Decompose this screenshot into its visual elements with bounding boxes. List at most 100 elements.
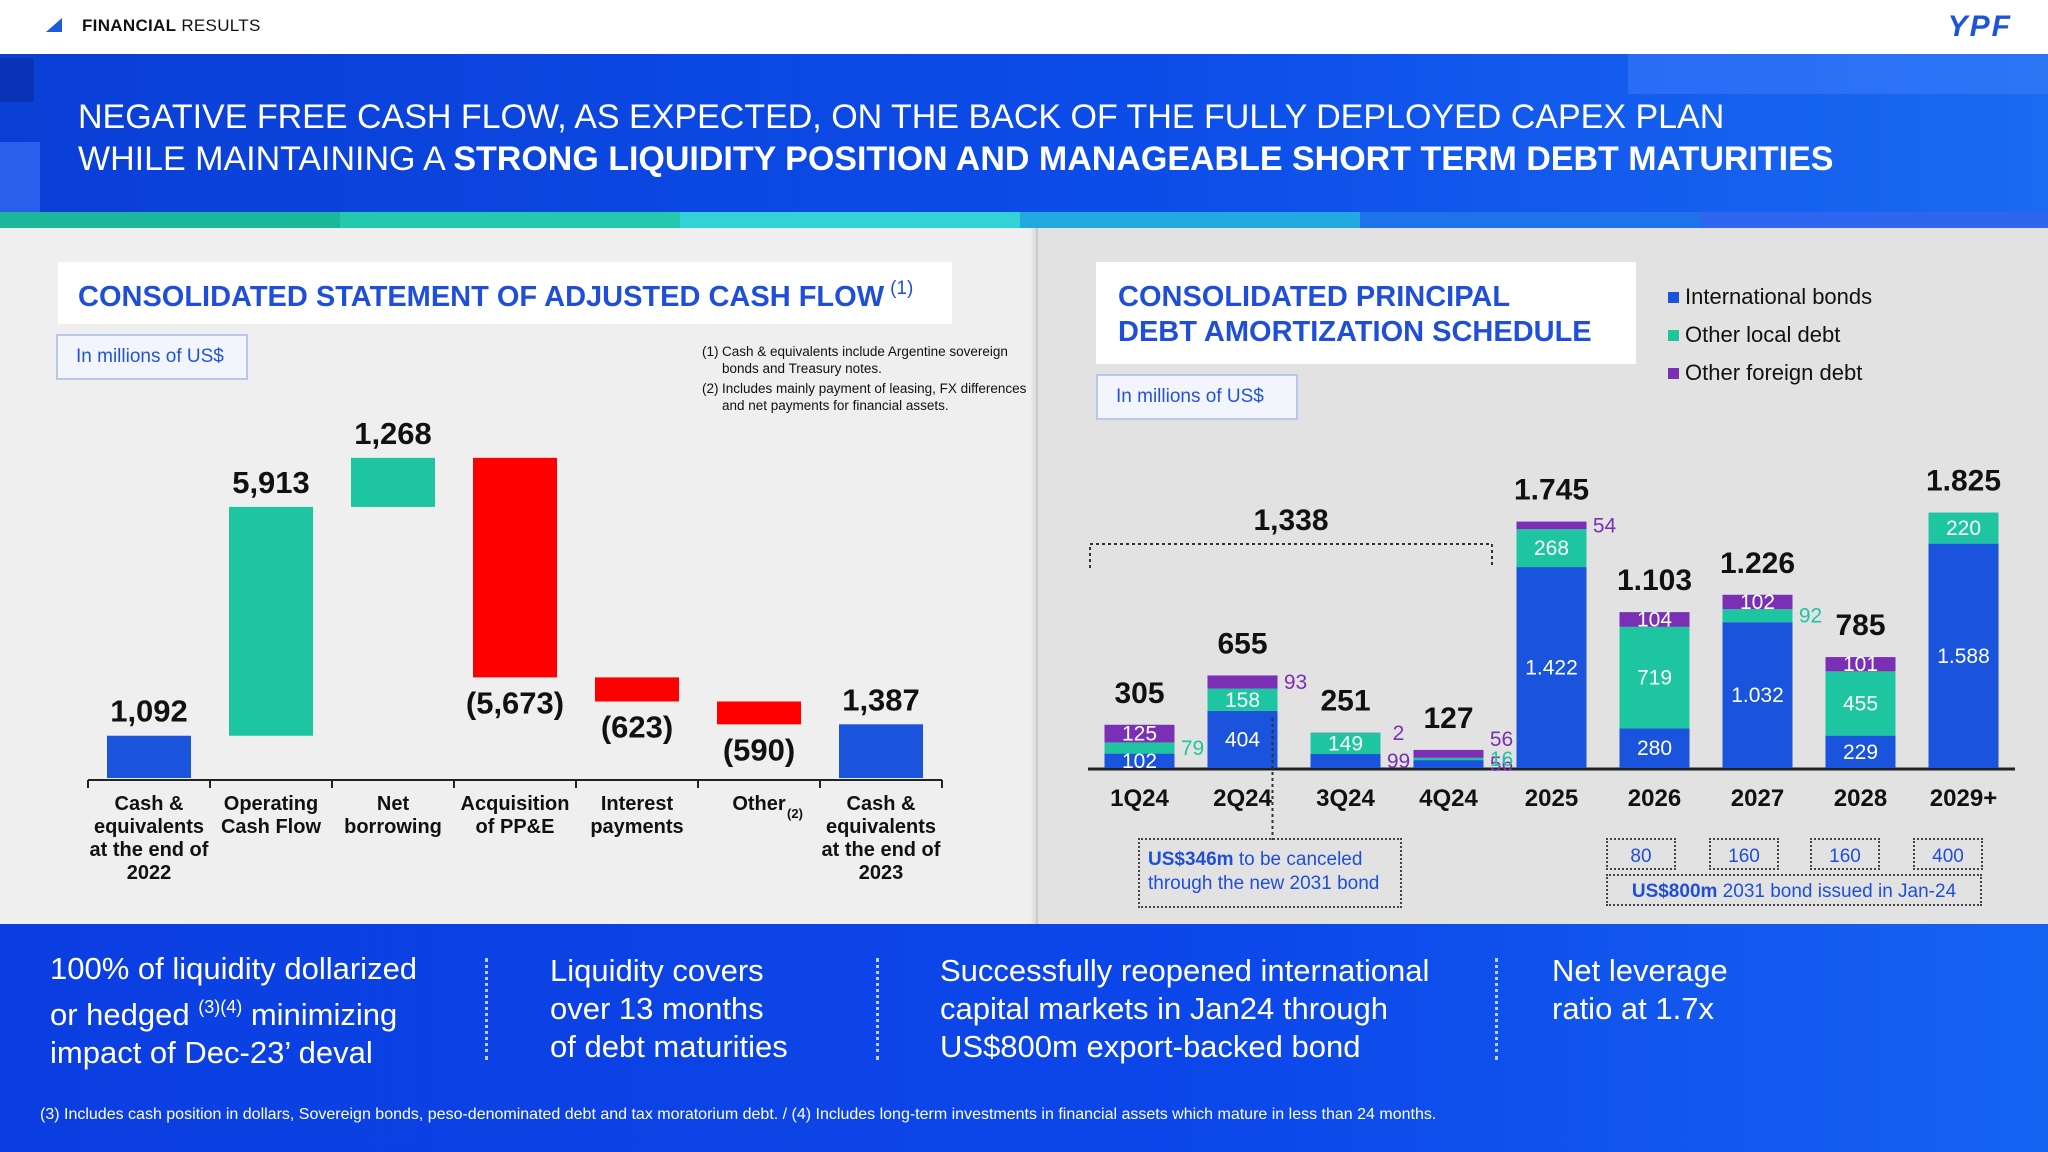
waterfall-bar	[717, 701, 801, 725]
section-marker-icon	[46, 18, 62, 32]
stacked-segment-label: 102	[1740, 591, 1775, 614]
stacked-category-label: 2028	[1834, 785, 1887, 812]
stacked-segment-label: 455	[1843, 692, 1878, 715]
stacked-category-label: 2026	[1628, 785, 1681, 812]
stacked-bar-segment	[1619, 728, 1690, 768]
stacked-category-label: 2029+	[1930, 785, 1997, 812]
waterfall-value-label: 1,092	[110, 694, 188, 729]
stacked-segment-label: 158	[1225, 689, 1260, 712]
waterfall-category-label: Interest	[601, 793, 674, 815]
waterfall-category-label: payments	[590, 816, 683, 838]
stacked-segment-label: 1.422	[1525, 657, 1578, 680]
waterfall-category-label: 2023	[859, 862, 904, 884]
note-2: (2) Includes mainly payment of leasing, F…	[702, 381, 1027, 413]
stacked-segment-label: 1.032	[1731, 684, 1784, 707]
issued-amount-2026: 80	[1606, 838, 1676, 870]
stacked-category-label: 2Q24	[1213, 785, 1272, 812]
waterfall-value-label: 1,387	[842, 682, 920, 717]
stacked-segment-label: 56	[1490, 728, 1513, 751]
stacked-bar-segment	[1310, 732, 1381, 755]
hero-decoration	[0, 142, 40, 212]
legend-international-bonds: International bonds	[1668, 278, 1872, 316]
waterfall-category-label: Other	[732, 793, 786, 815]
stacked-total-label: 1.226	[1720, 547, 1795, 580]
kpi-capital-markets: Successfully reopened international capi…	[940, 953, 1430, 1064]
kpi-liquidity-dollarized: 100% of liquidity dollarized or hedged (…	[50, 951, 418, 1070]
footnote: (3) Includes cash position in dollars, S…	[40, 1106, 1437, 1123]
waterfall-category-label: of PP&E	[476, 816, 555, 838]
stacked-bar-segment	[1413, 757, 1484, 761]
stacked-segment-label: 404	[1225, 728, 1260, 751]
waterfall-bar	[351, 457, 435, 507]
stacked-segment-label: 220	[1946, 517, 1981, 540]
stacked-total-label: 1.825	[1926, 465, 2001, 498]
waterfall-bar	[839, 724, 923, 778]
cash-flow-title: CONSOLIDATED STATEMENT OF ADJUSTED CASH …	[58, 262, 952, 324]
debt-legend: International bonds Other local debt Oth…	[1668, 278, 1872, 392]
ypf-logo: YPF	[1947, 10, 2012, 43]
waterfall-category-label: at the end of	[90, 839, 209, 861]
waterfall-category-label: Acquisition	[461, 793, 570, 815]
stacked-total-label: 127	[1423, 702, 1473, 735]
kpi-net-leverage: Net leverage ratio at 1.7x	[1552, 953, 1728, 1026]
stacked-segment-label: 102	[1122, 750, 1157, 773]
waterfall-bar	[107, 735, 191, 778]
stacked-total-label: 1.745	[1514, 474, 1589, 507]
stacked-bar-segment	[1928, 543, 1999, 768]
stacked-segment-label: 280	[1637, 737, 1672, 760]
stacked-bar-segment	[1722, 594, 1793, 610]
waterfall-bar	[229, 506, 313, 736]
hero-decoration	[1628, 54, 2048, 94]
waterfall-category-label: Net	[377, 793, 410, 815]
stacked-segment-label: 93	[1284, 671, 1307, 694]
hero-banner: NEGATIVE FREE CASH FLOW, AS EXPECTED, ON…	[0, 54, 2048, 212]
stacked-bar-segment	[1310, 754, 1381, 768]
stacked-segment-label: 149	[1328, 732, 1363, 755]
waterfall-category-note: (2)	[787, 806, 803, 821]
section-label: FINANCIAL RESULTS	[82, 16, 261, 35]
stacked-bar-segment	[1722, 609, 1793, 623]
stacked-segment-label: 54	[1593, 514, 1617, 537]
waterfall-category-label: 2022	[127, 862, 172, 884]
stacked-category-label: 3Q24	[1316, 785, 1375, 812]
stacked-category-label: 2027	[1731, 785, 1784, 812]
waterfall-category-label: Cash Flow	[221, 816, 321, 838]
waterfall-category-label: Operating	[224, 793, 318, 815]
note-1: (1) Cash & equivalents include Argentine …	[702, 344, 1008, 376]
waterfall-category-label: equivalents	[94, 816, 204, 838]
waterfall-bar	[473, 457, 557, 678]
cash-flow-notes: (1) Cash & equivalents include Argentine …	[702, 343, 1032, 414]
stacked-bar-segment	[1825, 735, 1896, 768]
waterfall-value-label: (623)	[601, 709, 673, 744]
stacked-bar-segment	[1619, 626, 1690, 729]
cancel-callout: US$346m to be canceled through the new 2…	[1138, 838, 1402, 908]
cash-flow-unit: In millions of US$	[56, 334, 248, 380]
stacked-bar-segment	[1825, 657, 1896, 672]
waterfall-category-label: equivalents	[826, 816, 936, 838]
stacked-segment-label: 16	[1490, 748, 1513, 771]
stacked-total-label: 251	[1320, 685, 1370, 718]
legend-other-local-debt: Other local debt	[1668, 316, 1872, 354]
stacked-segment-label: 99	[1387, 750, 1410, 773]
waterfall-category-label: Cash &	[115, 793, 184, 815]
waterfall-value-label: (590)	[723, 732, 795, 767]
kpi-separator	[876, 958, 879, 1060]
stacked-segment-label: 92	[1799, 605, 1822, 628]
color-stripe	[0, 212, 2048, 228]
waterfall-value-label: 5,913	[232, 465, 310, 500]
stacked-segment-label: 125	[1122, 723, 1157, 746]
issued-amount-2027: 160	[1709, 838, 1779, 870]
issued-amount-2028: 160	[1810, 838, 1880, 870]
hero-headline-line-2: WHILE MAINTAINING A STRONG LIQUIDITY POS…	[78, 140, 1834, 178]
kpi-banner: 100% of liquidity dollarized or hedged (…	[0, 924, 2048, 1152]
stacked-segment-label: 101	[1843, 653, 1878, 676]
waterfall-bar	[595, 677, 679, 702]
stacked-bar-segment	[1207, 710, 1278, 768]
stacked-bar-segment	[1207, 688, 1278, 711]
legend-other-foreign-debt: Other foreign debt	[1668, 354, 1872, 392]
stacked-segment-label: 104	[1637, 608, 1672, 631]
stacked-segment-label: 268	[1534, 537, 1569, 560]
debt-schedule-title: CONSOLIDATED PRINCIPAL DEBT AMORTIZATION…	[1096, 262, 1636, 364]
stacked-total-label: 785	[1835, 609, 1885, 642]
stacked-bar-segment	[1825, 671, 1896, 736]
